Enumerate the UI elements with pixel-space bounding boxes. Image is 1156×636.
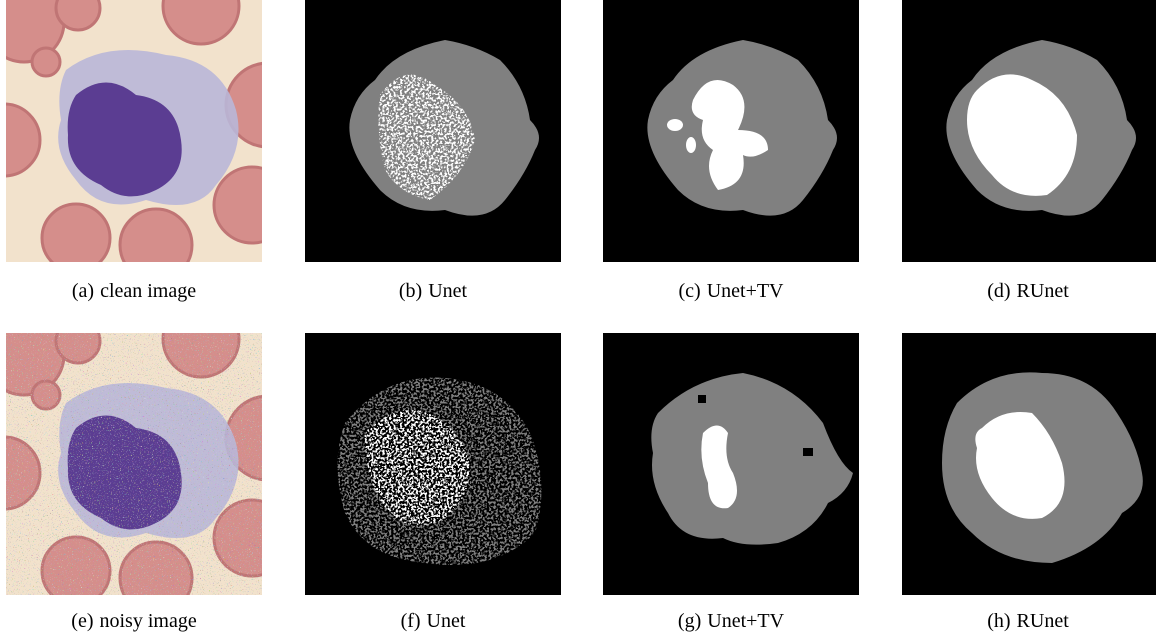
panel-caption: Unet bbox=[428, 280, 467, 302]
panel-caption: Unet+TV bbox=[707, 280, 784, 302]
panel-label: (e) bbox=[71, 610, 93, 632]
caption: (h) RUnet bbox=[878, 610, 1156, 633]
segmentation-unet-tv bbox=[603, 0, 859, 262]
caption: (f) Unet bbox=[283, 610, 583, 633]
panel-caption: RUnet bbox=[1017, 610, 1069, 632]
panel-label: (g) bbox=[678, 610, 701, 632]
caption: (g) Unet+TV bbox=[581, 610, 881, 633]
panel-label: (b) bbox=[399, 280, 422, 302]
panel-label: (c) bbox=[678, 280, 700, 302]
panel-caption: RUnet bbox=[1017, 280, 1069, 302]
panel-label: (d) bbox=[987, 280, 1010, 302]
caption: (c) Unet+TV bbox=[581, 280, 881, 303]
noisy-image bbox=[6, 333, 262, 595]
figure: (a) clean image (b) Unet (c) Unet+TV (d) RUn… bbox=[0, 0, 1156, 636]
segmentation-runet bbox=[902, 0, 1156, 262]
segmentation-runet-noisy bbox=[902, 333, 1156, 595]
clean-image bbox=[6, 0, 262, 262]
segmentation-unet-tv-noisy bbox=[603, 333, 859, 595]
segmentation-unet bbox=[305, 0, 561, 262]
panel-label: (f) bbox=[401, 610, 421, 632]
panel-caption: Unet+TV bbox=[707, 610, 784, 632]
panel-caption: Unet bbox=[427, 610, 466, 632]
caption: (a) clean image bbox=[0, 280, 284, 303]
caption: (b) Unet bbox=[283, 280, 583, 303]
panel-label: (h) bbox=[987, 610, 1010, 632]
caption: (d) RUnet bbox=[878, 280, 1156, 303]
panel-caption: noisy image bbox=[99, 610, 196, 632]
caption: (e) noisy image bbox=[0, 610, 284, 633]
segmentation-unet-noisy bbox=[305, 333, 561, 595]
panel-label: (a) bbox=[72, 280, 94, 302]
panel-caption: clean image bbox=[100, 280, 196, 302]
